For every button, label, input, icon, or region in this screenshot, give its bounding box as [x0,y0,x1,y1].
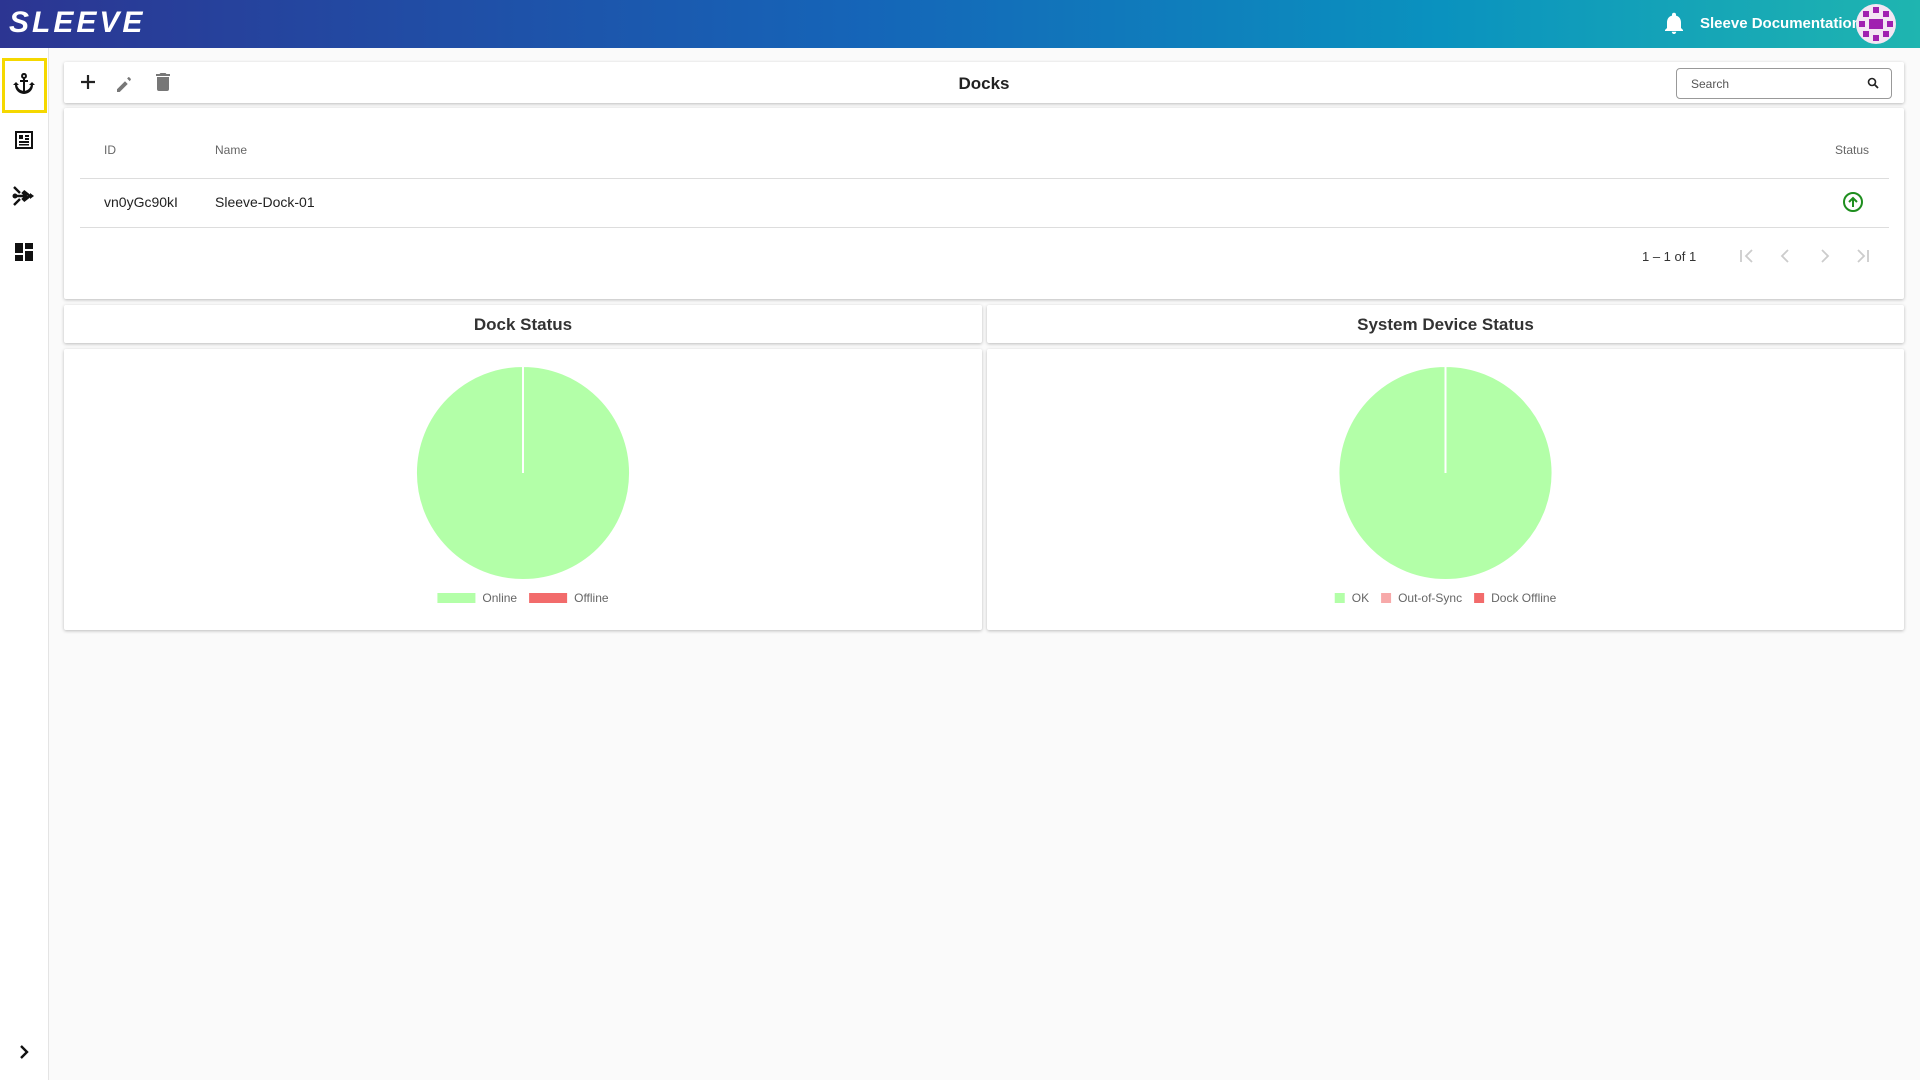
sidebar [0,48,49,1080]
legend-label: OK [1352,591,1369,605]
legend-marker [1474,593,1485,603]
legend-label: Dock Offline [1491,591,1556,605]
legend-label: Online [482,591,517,605]
delete-button[interactable] [153,71,173,93]
chart-header-card: Dock Status [64,305,982,343]
nav-sync-icon[interactable] [12,184,36,208]
docks-toolbar: Docks Search [64,62,1904,103]
notification-bell[interactable] [1663,12,1685,36]
top-bar: SLEEVE Sleeve Documentation [0,0,1920,48]
add-button[interactable] [78,72,98,92]
pie-chart: Online Offline [415,364,631,605]
chart-title: Dock Status [473,315,573,334]
column-header[interactable]: Name [215,143,248,157]
dock-name[interactable]: Sleeve-Dock-01 [215,194,315,210]
row-divider [80,227,1889,228]
page-title: Docks [958,74,1010,93]
pagination-controls[interactable] [1738,246,1878,266]
nav-dashboard-icon[interactable] [12,240,36,264]
search-box[interactable]: Search [1676,68,1892,99]
search-icon[interactable] [1867,77,1879,89]
legend-label: Out-of-Sync [1398,591,1462,605]
column-header[interactable]: Status [1835,143,1870,157]
chart-card: OK Out-of-Sync Dock Offline [987,349,1904,630]
status-online-icon [1843,192,1863,212]
legend-label: Offline [574,591,609,605]
legend-marker [529,593,568,603]
dock-id[interactable]: vn0yGc90kI [104,194,178,210]
brand-logo[interactable]: SLEEVE [9,6,146,39]
expand-sidebar[interactable] [14,1042,34,1062]
chart-header-card: System Device Status [987,305,1904,343]
pie-chart: OK Out-of-Sync Dock Offline [1334,364,1557,605]
search-placeholder: Search [1691,77,1730,91]
docks-table-card [64,108,1904,299]
column-header[interactable]: ID [104,143,116,157]
chart-title: System Device Status [1357,315,1534,334]
pagination-range: 1 – 1 of 1 [1642,249,1697,264]
edit-button[interactable] [114,72,136,94]
nav-devices-icon[interactable] [12,128,36,152]
row-divider [80,178,1889,179]
documentation-link[interactable]: Sleeve Documentation [1700,15,1861,32]
user-avatar[interactable] [1855,3,1897,45]
legend-marker [437,593,476,603]
legend-marker [1334,593,1345,603]
active-nav-highlight [2,58,47,113]
legend-marker [1381,593,1392,603]
nav-docks-icon[interactable] [12,71,36,95]
chart-card: Online Offline [64,349,982,630]
